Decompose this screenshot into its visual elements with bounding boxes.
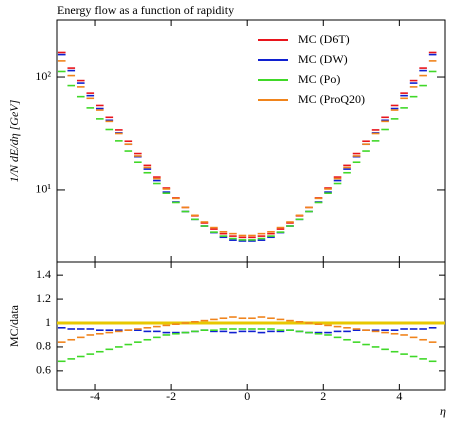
ratio-tick-label: 1.4 [36, 267, 51, 281]
ratio-tick-label: 1 [45, 315, 51, 329]
legend-label: MC (Po) [298, 72, 340, 86]
ratio-tick-label: 1.2 [36, 291, 51, 305]
chart-title: Energy flow as a function of rapidity [57, 3, 234, 17]
legend-label: MC (ProQ20) [298, 92, 365, 106]
legend-label: MC (D6T) [298, 32, 350, 46]
x-axis-label: η [440, 404, 446, 418]
y-axis-label: 1/N dE/dη [GeV] [7, 99, 21, 182]
ratio-tick-label: 0.8 [36, 339, 51, 353]
x-tick-label: -2 [166, 389, 176, 403]
ratio-frame [56, 261, 446, 391]
x-tick-label: 4 [396, 389, 402, 403]
x-tick-label: 2 [320, 389, 326, 403]
legend-label: MC (DW) [298, 52, 348, 66]
y-tick-label: 10² [35, 69, 51, 83]
ratio-axis-label: MC/data [7, 304, 21, 347]
x-tick-label: 0 [244, 389, 250, 403]
y-tick-label: 10¹ [35, 182, 51, 196]
x-tick-label: -4 [90, 389, 100, 403]
ratio-tick-label: 0.6 [36, 363, 51, 377]
